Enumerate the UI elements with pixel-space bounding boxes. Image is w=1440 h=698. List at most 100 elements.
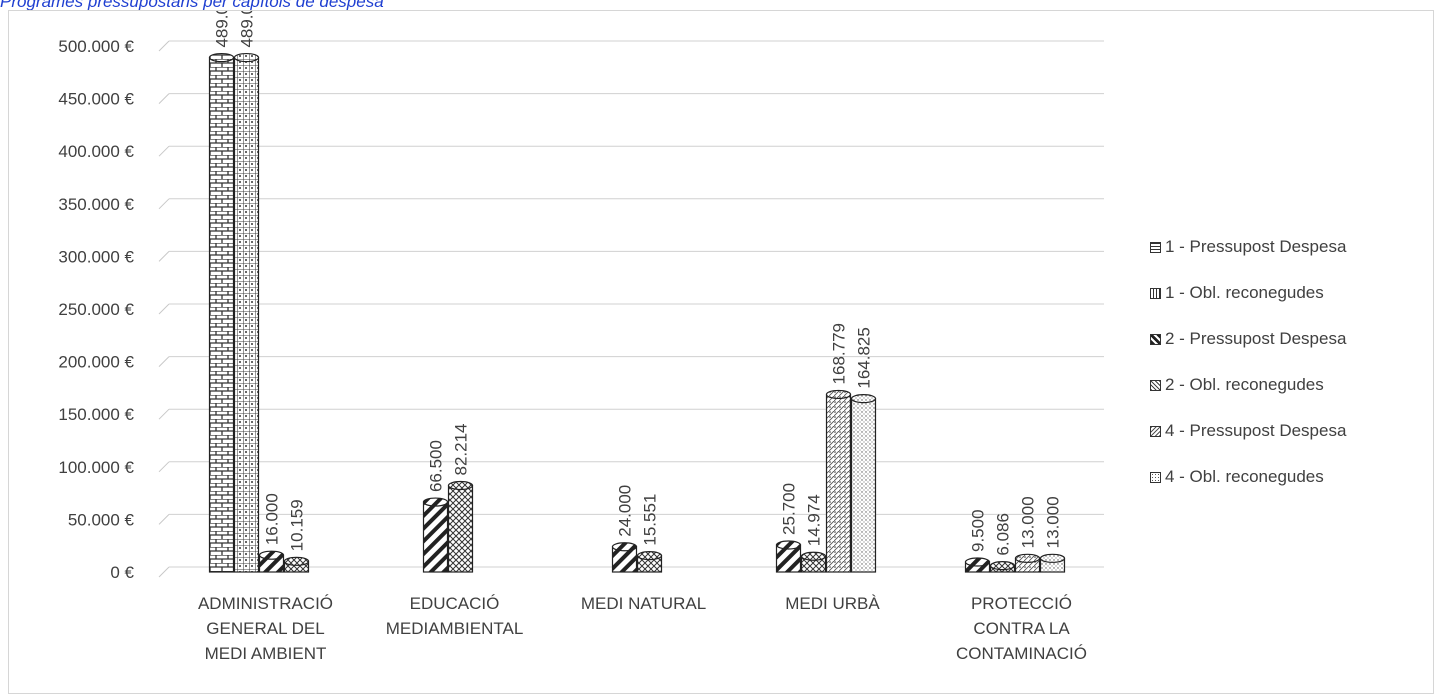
bar-cap [800,551,827,561]
x-category-label: CONTAMINACIÓ [956,644,1087,663]
data-label: 15.551 [641,494,660,546]
y-tick-label: 150.000 € [58,405,134,424]
data-label: 10.159 [288,499,307,551]
y-tick-label: 400.000 € [58,142,134,161]
y-axis-ticks: 0 € 50.000 € 100.000 € 150.000 € 200.000 € 25… [58,37,134,582]
legend-swatch-icon [1150,425,1161,437]
x-category-label: CONTRA LA [973,619,1070,638]
legend-swatch-icon [1150,287,1161,299]
legend-item: 2 - Pressupost Despesa [1150,316,1346,362]
gridline-depth [158,461,170,473]
bar [283,556,310,573]
bar-body [208,56,235,573]
bar-cap [422,497,449,507]
data-label: 489.012 [213,11,232,48]
legend-item: 4 - Obl. reconegudes [1150,454,1346,500]
chart-container: 0 € 50.000 € 100.000 € 150.000 € 200.000 € 25… [8,0,1434,694]
bar [800,551,827,573]
data-label: 6.086 [994,513,1013,556]
bar [825,389,852,573]
data-label: 13.000 [1044,496,1063,548]
gridline-depth [158,356,170,367]
gridline-depth [158,566,170,578]
legend-label: 1 - Pressupost Despesa [1165,237,1347,256]
legend-swatch-icon [1150,241,1161,253]
data-label: 9.500 [969,509,988,552]
data-labels: 489.012 489.012 16.000 10.159 66.500 82.214 24… [213,0,1063,556]
data-label: 168.779 [830,323,849,384]
bars [208,52,1066,573]
data-label: 16.000 [263,493,282,545]
bar-cap [850,394,877,404]
bar-body [825,393,852,573]
gridline-depth [158,40,170,52]
y-tick-label: 350.000 € [58,195,134,214]
y-tick-label: 500.000 € [58,37,134,56]
x-category-label: PROTECCIÓ [971,594,1072,613]
bar [964,557,991,573]
y-tick-label: 100.000 € [58,458,134,477]
x-category-label: MEDI NATURAL [581,594,706,613]
bar [850,394,877,573]
bar-body [850,398,877,573]
y-tick-label: 300.000 € [58,247,134,266]
data-label: 13.000 [1019,496,1038,548]
bar [447,480,474,573]
data-label: 82.214 [452,424,471,476]
y-tick-label: 450.000 € [58,90,134,109]
bar [422,497,449,573]
legend-swatch-icon [1150,333,1161,345]
data-label: 164.825 [855,327,874,388]
bar [989,560,1016,573]
bar-body [233,56,260,573]
legend-label: 2 - Obl. reconegudes [1165,375,1324,394]
legend-label: 2 - Pressupost Despesa [1165,329,1347,348]
gridline-depth [158,145,170,157]
legend-item: 2 - Obl. reconegudes [1150,362,1346,408]
bar-body [447,484,474,573]
bar [775,540,802,573]
legend-swatch-icon [1150,379,1161,391]
x-category-label: EDUCACIÓ [410,594,500,613]
bar-cap [989,560,1016,571]
gridline-depth [158,408,170,420]
bar [611,542,638,573]
bar [636,551,663,573]
bar-cap [775,540,802,550]
data-label: 24.000 [616,485,635,537]
chart-heading: Programes pressupostaris per capítols de… [0,0,384,11]
y-tick-label: 250.000 € [58,300,134,319]
x-category-label: MEDI AMBIENT [205,644,327,663]
x-category-label: MEDI URBÀ [785,594,880,613]
gridline-depth [158,514,170,525]
legend-item: 1 - Pressupost Despesa [1150,224,1346,270]
x-category-label: ADMINISTRACIÓ [198,594,333,613]
gridline-depth [158,303,170,315]
bar-cap [964,557,991,567]
gridline-depth [158,198,170,210]
gridlines [158,40,1104,578]
bar-cap [447,480,474,491]
y-tick-label: 0 € [110,563,134,582]
legend-label: 4 - Obl. reconegudes [1165,467,1324,486]
bar-cap [825,389,852,400]
bar-body [422,501,449,573]
bar-cap [258,550,285,560]
bar-cap [611,542,638,552]
chart-legend: 1 - Pressupost Despesa 1 - Obl. reconegud… [1150,224,1346,500]
legend-label: 4 - Pressupost Despesa [1165,421,1347,440]
bar-cap [1039,553,1066,563]
bar [1014,553,1041,573]
legend-swatch-icon [1150,471,1161,483]
x-category-label: GENERAL DEL [206,619,324,638]
gridline-depth [158,93,170,104]
bar-cap [233,52,260,63]
data-label: 66.500 [427,440,446,492]
bar-cap [1014,553,1041,563]
legend-item: 4 - Pressupost Despesa [1150,408,1346,454]
bar-cap [208,52,235,63]
gridline-depth [158,251,170,262]
bar-cap [283,556,310,566]
data-label: 14.974 [805,494,824,546]
bar-chart: 0 € 50.000 € 100.000 € 150.000 € 200.000 € 25… [58,0,1104,663]
